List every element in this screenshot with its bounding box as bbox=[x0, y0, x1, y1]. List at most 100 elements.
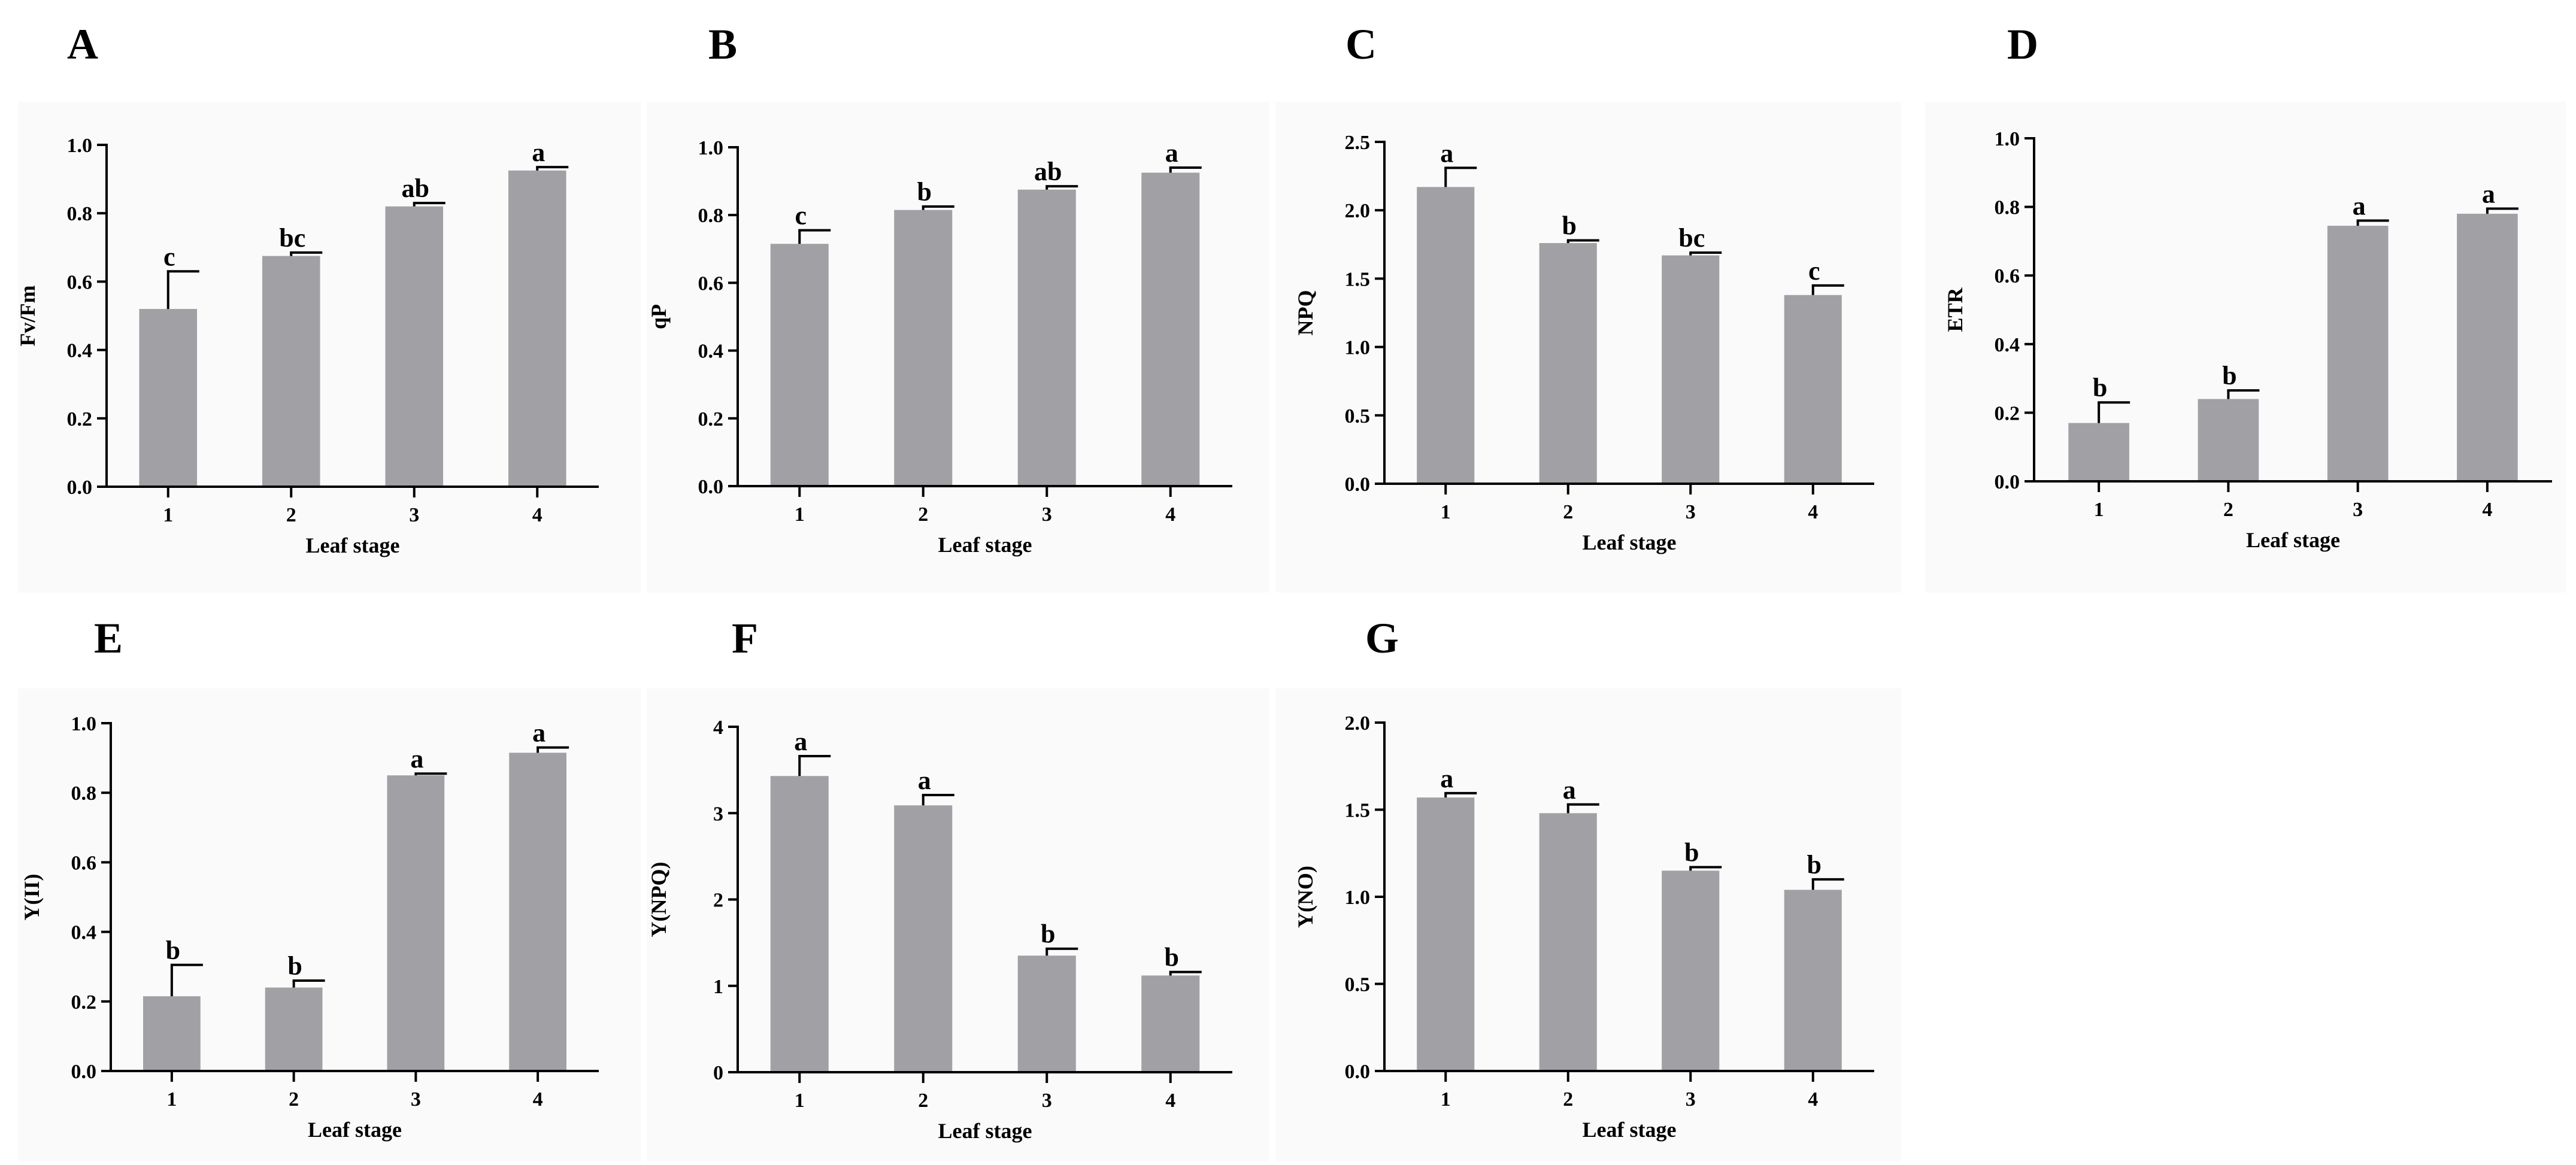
x-tick-label: 2 bbox=[918, 1090, 928, 1112]
bar bbox=[1417, 187, 1475, 484]
significance-label: b bbox=[1165, 943, 1179, 972]
y-tick-label: 3 bbox=[713, 803, 723, 825]
bar bbox=[2457, 214, 2518, 481]
x-tick-label: 3 bbox=[2353, 499, 2363, 521]
x-tick-label: 3 bbox=[1686, 1088, 1696, 1111]
x-tick-label: 1 bbox=[163, 504, 173, 526]
y-axis-title: Y(II) bbox=[20, 874, 44, 921]
y-tick-label: 0.4 bbox=[71, 922, 97, 944]
y-tick-label: 0.5 bbox=[1345, 974, 1371, 996]
panel-c: Ca 1 b 2 bc 3 c 4 0.0 0.5 1.0 1.5 2.0 2.5 Leaf stage NP… bbox=[1275, 20, 1901, 593]
y-axis-title: Fv/Fm bbox=[16, 286, 40, 347]
y-tick-label: 0.8 bbox=[698, 205, 724, 227]
y-tick-label: 0.8 bbox=[67, 203, 93, 225]
x-axis-title: Leaf stage bbox=[1583, 530, 1677, 554]
y-tick-label: 2.0 bbox=[1345, 200, 1371, 222]
bar bbox=[508, 170, 566, 487]
y-tick-label: 1.5 bbox=[1345, 268, 1371, 290]
y-tick-label: 0.4 bbox=[698, 341, 724, 363]
x-axis-title: Leaf stage bbox=[2246, 528, 2340, 552]
x-axis-title: Leaf stage bbox=[1583, 1118, 1677, 1142]
bar bbox=[770, 776, 829, 1072]
y-tick-label: 0.0 bbox=[67, 477, 93, 499]
panel-letter: C bbox=[1345, 20, 1377, 68]
x-tick-label: 1 bbox=[795, 503, 805, 526]
panel-letter: F bbox=[732, 614, 758, 662]
bar bbox=[265, 987, 323, 1071]
y-tick-label: 0.6 bbox=[67, 271, 93, 293]
significance-label: a bbox=[1563, 775, 1576, 805]
bar bbox=[385, 206, 444, 487]
panel-background bbox=[647, 688, 1269, 1161]
panel-letter: A bbox=[67, 20, 98, 68]
x-tick-label: 3 bbox=[1042, 1090, 1052, 1112]
y-tick-label: 0.0 bbox=[1345, 474, 1371, 496]
x-tick-label: 1 bbox=[1441, 501, 1451, 523]
x-tick-label: 2 bbox=[1563, 1088, 1573, 1111]
y-tick-label: 0.0 bbox=[71, 1061, 97, 1083]
panel-letter: E bbox=[94, 614, 123, 662]
significance-label: c bbox=[795, 201, 807, 230]
x-tick-label: 3 bbox=[1686, 501, 1696, 523]
y-tick-label: 1.0 bbox=[67, 135, 93, 157]
bar bbox=[1662, 255, 1720, 484]
bar bbox=[1539, 813, 1597, 1071]
significance-label: a bbox=[1440, 764, 1453, 793]
x-axis-title: Leaf stage bbox=[938, 1119, 1032, 1143]
y-tick-label: 0.6 bbox=[71, 852, 97, 874]
x-tick-label: 4 bbox=[1165, 1090, 1175, 1112]
y-tick-label: 2 bbox=[713, 890, 723, 912]
x-tick-label: 4 bbox=[1808, 1088, 1818, 1111]
y-tick-label: 2.0 bbox=[1345, 712, 1371, 735]
x-tick-label: 2 bbox=[286, 504, 296, 526]
y-axis-title: ETR bbox=[1943, 287, 1967, 332]
x-tick-label: 4 bbox=[1808, 501, 1818, 523]
y-tick-label: 0.6 bbox=[698, 272, 724, 295]
y-tick-label: 0.6 bbox=[1995, 265, 2020, 287]
significance-label: a bbox=[918, 766, 931, 795]
x-tick-label: 2 bbox=[1563, 501, 1573, 523]
significance-label: ab bbox=[1034, 157, 1062, 186]
significance-label: b bbox=[1684, 838, 1699, 867]
significance-label: a bbox=[532, 138, 545, 167]
panel-d: Db 1 b 2 a 3 a 4 0.0 0.2 0.4 0.6 0.8 1.0 Leaf stage ETR bbox=[1925, 20, 2566, 593]
significance-label: b bbox=[287, 951, 302, 981]
x-tick-label: 1 bbox=[795, 1090, 805, 1112]
x-tick-label: 1 bbox=[1441, 1088, 1451, 1111]
y-axis-title: Y(NPQ) bbox=[647, 862, 671, 938]
y-tick-label: 1 bbox=[713, 976, 723, 998]
bar bbox=[1017, 189, 1076, 486]
x-tick-label: 3 bbox=[411, 1088, 421, 1111]
bar bbox=[387, 775, 445, 1071]
significance-label: a bbox=[2482, 179, 2495, 208]
significance-label: b bbox=[1807, 850, 1822, 879]
significance-label: b bbox=[1562, 211, 1577, 240]
significance-label: b bbox=[2222, 361, 2236, 390]
panel-b: Bc 1 b 2 ab 3 a 4 0.0 0.2 0.4 0.6 0.8 1.0 Leaf stage qP bbox=[647, 20, 1269, 593]
y-tick-label: 0.2 bbox=[67, 408, 93, 430]
significance-label: b bbox=[1041, 920, 1055, 949]
y-tick-label: 0.8 bbox=[1995, 197, 2020, 219]
panel-e: Eb 1 b 2 a 3 a 4 0.0 0.2 0.4 0.6 0.8 1.0 Leaf stage Y(I… bbox=[18, 614, 641, 1161]
significance-label: a bbox=[1440, 138, 1453, 168]
y-tick-label: 0.2 bbox=[71, 991, 97, 1014]
bar bbox=[143, 996, 201, 1071]
x-tick-label: 1 bbox=[2094, 499, 2104, 521]
x-tick-label: 2 bbox=[289, 1088, 299, 1111]
significance-label: bc bbox=[279, 223, 305, 253]
x-axis-title: Leaf stage bbox=[306, 533, 400, 557]
significance-label: ab bbox=[402, 174, 429, 203]
significance-label: b bbox=[166, 936, 180, 965]
x-tick-label: 3 bbox=[1042, 503, 1052, 526]
x-tick-label: 4 bbox=[2482, 499, 2492, 521]
y-tick-label: 0.4 bbox=[67, 340, 93, 362]
y-tick-label: 1.0 bbox=[71, 713, 97, 735]
bar bbox=[770, 244, 829, 486]
y-axis-title: Y(NO) bbox=[1293, 866, 1317, 928]
bar bbox=[894, 805, 953, 1072]
bar bbox=[894, 210, 953, 486]
x-tick-label: 1 bbox=[166, 1088, 177, 1111]
bar bbox=[1141, 172, 1200, 486]
y-tick-label: 0.4 bbox=[1995, 334, 2020, 356]
